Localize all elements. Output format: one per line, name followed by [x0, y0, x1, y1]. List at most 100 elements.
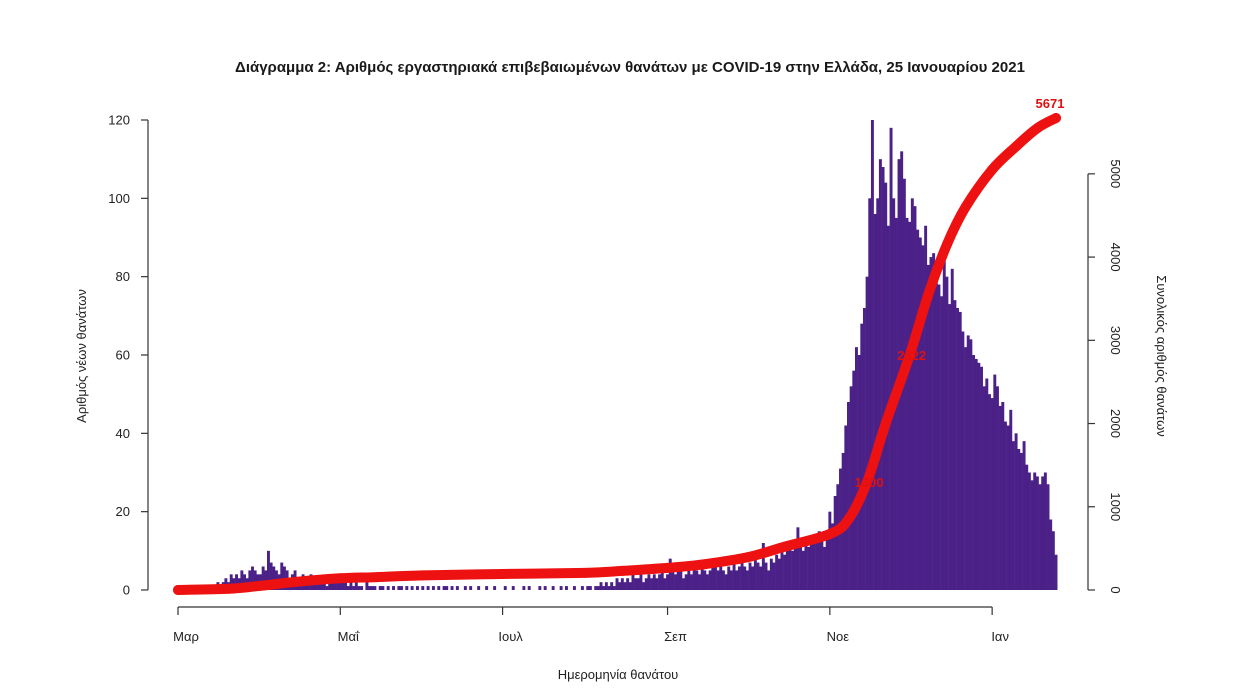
daily-deaths-bar	[727, 566, 731, 590]
daily-deaths-bar	[972, 355, 975, 590]
daily-deaths-bar	[251, 566, 254, 590]
daily-deaths-bar	[706, 574, 709, 590]
daily-deaths-bar	[623, 582, 627, 590]
daily-deaths-bar	[788, 543, 792, 590]
daily-deaths-bar	[980, 366, 983, 590]
daily-deaths-bar	[996, 386, 999, 590]
daily-deaths-bar	[543, 586, 547, 590]
cumulative-deaths-line	[173, 113, 1061, 595]
cumulative-point	[960, 202, 971, 213]
daily-deaths-bar	[729, 570, 733, 590]
daily-deaths-bar	[325, 586, 329, 590]
cumulative-point	[843, 514, 854, 525]
daily-deaths-bar	[564, 586, 568, 590]
daily-deaths-bar	[711, 566, 715, 590]
daily-deaths-bar	[588, 586, 592, 590]
cumulative-point	[662, 562, 673, 573]
daily-deaths-bar	[724, 574, 728, 590]
cumulative-point	[497, 569, 508, 579]
cumulative-point	[862, 476, 873, 487]
daily-deaths-bar	[261, 566, 265, 590]
daily-deaths-bar	[809, 539, 813, 590]
daily-deaths-bar	[881, 167, 885, 590]
daily-deaths-bar	[527, 586, 531, 590]
daily-deaths-bar	[346, 586, 350, 590]
daily-deaths-bar	[910, 198, 914, 590]
daily-deaths-bar	[820, 539, 824, 590]
daily-deaths-bar	[392, 586, 395, 590]
daily-deaths-bar	[338, 582, 342, 590]
daily-deaths-bar	[828, 511, 832, 590]
daily-deaths-bar	[344, 582, 348, 590]
daily-deaths-bar	[884, 182, 888, 591]
y-left-tick-label: 120	[108, 113, 130, 128]
daily-deaths-bar	[785, 546, 789, 590]
x-tick-label: Ιουλ	[498, 629, 523, 644]
daily-deaths-bar	[269, 562, 273, 590]
daily-deaths-bar	[400, 586, 403, 590]
daily-deaths-bar	[397, 586, 401, 590]
daily-deaths-bar	[716, 570, 720, 590]
daily-deaths-bar	[333, 582, 337, 590]
daily-deaths-bar	[961, 331, 965, 590]
daily-deaths-bar	[328, 582, 332, 590]
daily-deaths-bar	[668, 558, 672, 590]
daily-deaths-bar	[477, 586, 481, 590]
daily-deaths-bar	[1003, 421, 1007, 590]
daily-deaths-bar	[493, 586, 497, 590]
daily-deaths-bar	[857, 355, 861, 590]
daily-deaths-bar	[264, 570, 268, 590]
cumulative-point	[417, 570, 428, 581]
daily-deaths-bar	[463, 586, 467, 590]
daily-deaths-bar	[469, 586, 473, 590]
daily-deaths-bar	[365, 582, 369, 590]
daily-deaths-bar	[322, 582, 326, 590]
daily-deaths-bar	[817, 531, 821, 590]
cumulative-point	[292, 576, 303, 587]
daily-deaths-bar	[844, 425, 848, 590]
cumulative-point	[923, 289, 934, 300]
daily-deaths-bar	[932, 253, 936, 591]
cumulative-annotation: 2822	[897, 348, 926, 363]
cumulative-annotation: 1300	[855, 475, 884, 490]
daily-deaths-bar	[1049, 519, 1053, 590]
daily-deaths-bar	[878, 159, 882, 591]
daily-deaths-bar	[940, 296, 944, 590]
daily-deaths-bar	[602, 586, 606, 590]
y-left-tick-label: 80	[116, 269, 130, 284]
daily-deaths-bar	[620, 578, 624, 590]
daily-deaths-bar	[700, 566, 704, 590]
daily-deaths-bar	[777, 558, 781, 590]
daily-deaths-bar	[682, 578, 685, 590]
daily-deaths-bar	[743, 566, 747, 590]
daily-deaths-bar	[1027, 472, 1031, 590]
daily-deaths-bar	[666, 574, 670, 590]
daily-deaths-bar	[796, 527, 800, 590]
daily-deaths-bar	[445, 586, 449, 590]
x-tick-label: Ιαν	[991, 629, 1009, 644]
daily-deaths-bar	[969, 339, 973, 590]
y-left-tick-label: 60	[116, 348, 130, 363]
daily-deaths-bar	[905, 217, 909, 591]
daily-deaths-bar	[280, 562, 284, 590]
daily-deaths-bar	[604, 582, 608, 590]
y-right-tick-label: 4000	[1108, 243, 1123, 272]
y-axis-left-label: Αριθμός νέων θανάτων	[74, 289, 89, 423]
daily-deaths-bar	[926, 264, 930, 590]
daily-deaths-bar	[756, 562, 760, 590]
daily-deaths-bar	[708, 570, 712, 590]
daily-deaths-bar	[1051, 531, 1055, 590]
daily-deaths-bar	[950, 268, 954, 590]
daily-deaths-bar	[1041, 476, 1045, 590]
daily-deaths-bar	[235, 574, 238, 590]
daily-deaths-bar	[977, 362, 981, 590]
cumulative-point	[580, 567, 591, 578]
y-right-tick-label: 1000	[1108, 492, 1123, 521]
daily-deaths-bar	[825, 535, 829, 590]
y-right-tick-label: 0	[1108, 586, 1123, 593]
daily-deaths-bar	[674, 574, 677, 590]
daily-deaths-bar	[993, 374, 997, 590]
cumulative-point	[255, 580, 266, 591]
daily-deaths-bar	[354, 582, 358, 590]
cumulative-deaths-line	[173, 113, 1061, 595]
